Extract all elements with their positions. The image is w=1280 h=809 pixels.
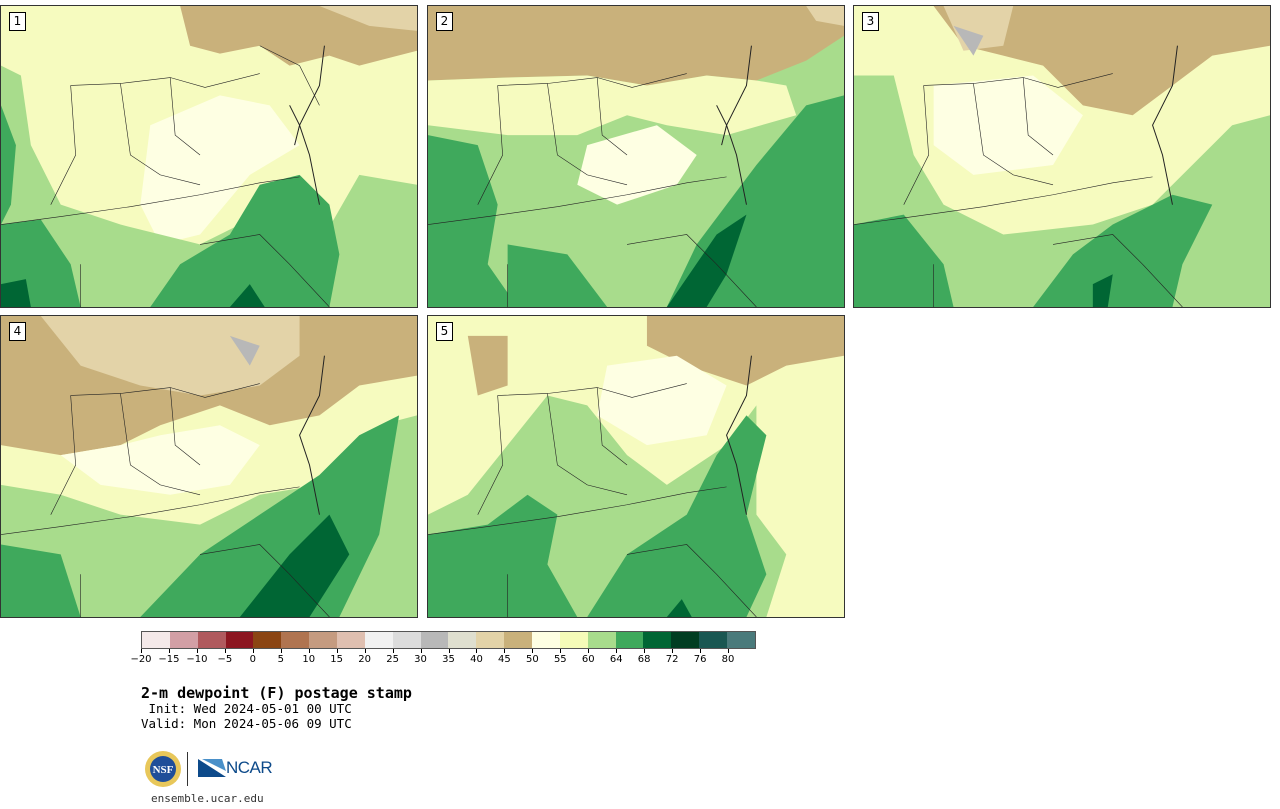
colorbar-tick [392, 649, 394, 653]
panel-label: 4 [9, 322, 26, 341]
colorbar-tick-label: 0 [249, 654, 256, 665]
colorbar-tick-label: −20 [130, 654, 152, 665]
colorbar-tick [448, 649, 450, 653]
colorbar-tick-label: 76 [693, 654, 707, 665]
colorbar-swatch [615, 632, 644, 648]
colorbar-tick-label: 5 [277, 654, 284, 665]
colorbar-tick [644, 649, 646, 653]
colorbar-tick [364, 649, 366, 653]
colorbar-tick-label: 35 [442, 654, 455, 665]
colorbar-tick [672, 649, 674, 653]
colorbar-tick [504, 649, 506, 653]
colorbar-tick [476, 649, 478, 653]
colorbar-swatch [699, 632, 728, 648]
colorbar-tick-label: 72 [665, 654, 679, 665]
colorbar-tick [168, 649, 170, 653]
colorbar-swatch [420, 632, 449, 648]
ensemble-member-map-1: 1 [0, 5, 418, 308]
colorbar-swatch [253, 632, 282, 648]
colorbar-tick [728, 649, 730, 653]
colorbar-tick-label: 50 [525, 654, 539, 665]
sponsor-logos: NSF NCAR [144, 750, 284, 790]
colorbar-swatch [197, 632, 226, 648]
nsf-logo-text: NSF [153, 764, 174, 776]
colorbar-tick [336, 649, 338, 653]
colorbar-tick-label: 10 [302, 654, 316, 665]
colorbar-swatch [532, 632, 560, 648]
colorbar-tick-label: 30 [414, 654, 427, 665]
ncar-logo-text: NCAR [226, 758, 273, 777]
footer-url: ensemble.ucar.edu [151, 792, 264, 805]
dewpoint-map-1 [1, 6, 417, 307]
panel-label: 3 [862, 12, 879, 31]
colorbar-swatch [309, 632, 338, 648]
ncar-mark-icon [198, 759, 226, 777]
colorbar-swatch [587, 632, 616, 648]
panel-label: 1 [9, 12, 26, 31]
colorbar-tick-label: 68 [637, 654, 651, 665]
colorbar-tick [560, 649, 562, 653]
ensemble-member-map-2: 2 [427, 5, 845, 308]
colorbar-swatch [169, 632, 198, 648]
init-time: Init: Wed 2024-05-01 00 UTC [141, 701, 352, 716]
dewpoint-map-4 [1, 316, 417, 617]
colorbar-swatch [225, 632, 254, 648]
colorbar-swatch [727, 632, 755, 648]
colorbar-swatch [392, 632, 421, 648]
ensemble-member-map-3: 3 [853, 5, 1271, 308]
colorbar-tick-label: 55 [553, 654, 567, 665]
dewpoint-map-3 [854, 6, 1270, 307]
colorbar-tick [252, 649, 254, 653]
colorbar-tick [700, 649, 702, 653]
colorbar-tick [224, 649, 226, 653]
colorbar-ticks: −20 −15 −10 −5 0 5 10 15 20 25 30 35 40 45 50 55 60 64 68 7… [130, 649, 756, 669]
nsf-logo-icon: NSF [145, 751, 181, 787]
colorbar-tick [420, 649, 422, 653]
panel-label: 5 [436, 322, 453, 341]
colorbar-tick-label: 60 [581, 654, 595, 665]
colorbar-swatch [476, 632, 505, 648]
colorbar-swatch [671, 632, 700, 648]
logo-divider [187, 752, 188, 786]
colorbar-swatch [337, 632, 365, 648]
colorbar-tick-label: 25 [386, 654, 399, 665]
colorbar-tick [196, 649, 198, 653]
colorbar-tick-label: 15 [330, 654, 344, 665]
colorbar-tick-label: 20 [358, 654, 371, 665]
colorbar-swatch [364, 632, 393, 648]
colorbar-tick-label: −5 [217, 654, 233, 665]
colorbar-tick [141, 649, 142, 653]
colorbar-tick-label: −10 [186, 654, 208, 665]
colorbar-swatch [448, 632, 477, 648]
dewpoint-map-5 [428, 316, 844, 617]
valid-time: Valid: Mon 2024-05-06 09 UTC [141, 716, 352, 731]
colorbar-tick-label: 40 [470, 654, 483, 665]
colorbar-swatch [281, 632, 310, 648]
colorbar-tick [532, 649, 534, 653]
dewpoint-colorbar [141, 631, 756, 649]
colorbar-tick [616, 649, 618, 653]
colorbar-swatch [559, 632, 588, 648]
colorbar-swatch [142, 632, 170, 648]
plot-title: 2-m dewpoint (F) postage stamp [141, 684, 412, 702]
colorbar-tick [588, 649, 590, 653]
colorbar-swatch [643, 632, 672, 648]
panel-label: 2 [436, 12, 453, 31]
ensemble-member-map-5: 5 [427, 315, 845, 618]
dewpoint-map-2 [428, 6, 844, 307]
colorbar-tick [280, 649, 282, 653]
colorbar-tick-label: −15 [158, 654, 180, 665]
colorbar-tick-label: 45 [498, 654, 511, 665]
colorbar-tick-label: 80 [721, 654, 735, 665]
colorbar-tick-label: 64 [609, 654, 623, 665]
colorbar-tick [308, 649, 310, 653]
colorbar-swatch [504, 632, 533, 648]
ensemble-member-map-4: 4 [0, 315, 418, 618]
